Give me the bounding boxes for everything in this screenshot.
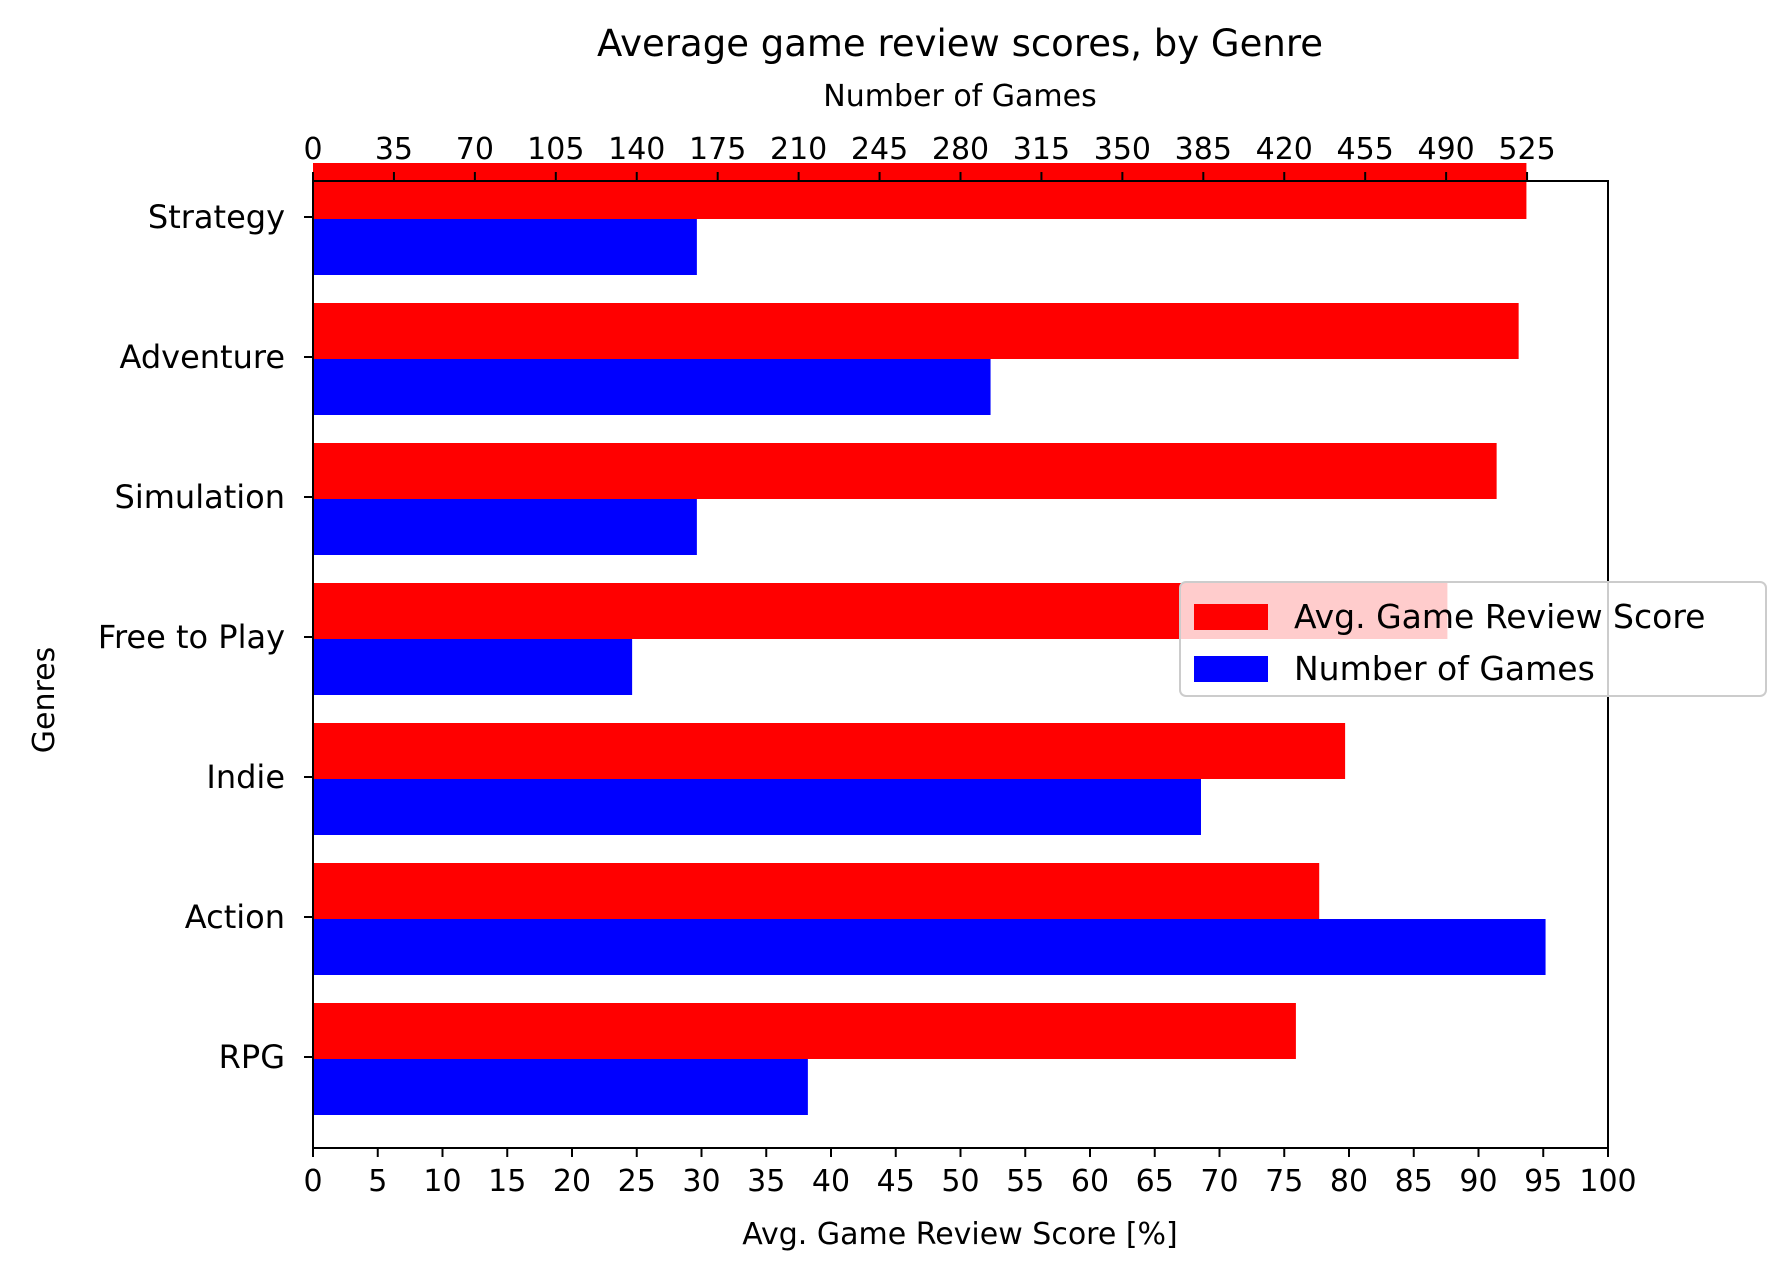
category-label: Free to Play [98,618,285,656]
top-tick-label: 385 [1175,132,1232,167]
ticks-group: Strategy Adventure Simulation Free to Play I… [98,132,1637,1199]
bars-group [313,163,1546,1115]
bottom-tick-label: 10 [423,1164,461,1199]
bottom-tick-label: 20 [553,1164,591,1199]
bottom-tick-label: 55 [1006,1164,1044,1199]
bottom-tick-label: 90 [1459,1164,1497,1199]
bar-count-free-to-play [313,639,633,695]
top-tick-label: 350 [1094,132,1151,167]
top-tick-label: 525 [1498,132,1555,167]
bottom-tick-label: 15 [488,1164,526,1199]
bar-score-adventure [313,303,1519,359]
top-tick-label: 105 [527,132,584,167]
bottom-tick-label: 80 [1330,1164,1368,1199]
bar-count-adventure [313,359,991,415]
chart-title: Average game review scores, by Genre [597,22,1323,65]
bar-score-strategy [313,163,1527,219]
bottom-tick-label: 100 [1579,1164,1636,1199]
legend-label: Number of Games [1294,649,1595,688]
legend-swatch [1194,656,1268,682]
top-tick-label: 175 [689,132,746,167]
bottom-tick-label: 85 [1395,1164,1433,1199]
top-tick-label: 70 [456,132,494,167]
category-label: RPG [219,1038,285,1076]
category-label: Indie [206,758,285,796]
bottom-tick-label: 50 [941,1164,979,1199]
top-tick-label: 140 [608,132,665,167]
bar-count-action [313,919,1546,975]
bottom-tick-label: 70 [1200,1164,1238,1199]
bottom-tick-label: 35 [747,1164,785,1199]
legend-label: Avg. Game Review Score [1294,597,1706,636]
top-tick-label: 280 [932,132,989,167]
legend: Avg. Game Review Score Number of Games [1179,581,1767,697]
bar-score-indie [313,723,1346,779]
bar-count-simulation [313,499,697,555]
top-tick-label: 455 [1337,132,1394,167]
legend-swatch [1194,604,1268,630]
bar-count-strategy [313,219,697,275]
top-tick-label: 210 [770,132,827,167]
bottom-tick-label: 60 [1071,1164,1109,1199]
bottom-tick-label: 30 [682,1164,720,1199]
top-axis-title: Number of Games [823,79,1096,114]
bottom-tick-label: 0 [303,1164,322,1199]
bar-score-rpg [313,1003,1296,1059]
category-label: Strategy [148,198,285,236]
bottom-tick-label: 95 [1524,1164,1562,1199]
bottom-tick-label: 5 [368,1164,387,1199]
bottom-tick-label: 45 [877,1164,915,1199]
bottom-tick-label: 75 [1265,1164,1303,1199]
bottom-tick-label: 25 [618,1164,656,1199]
bottom-tick-label: 40 [812,1164,850,1199]
top-tick-label: 0 [303,132,322,167]
bottom-tick-label: 65 [1136,1164,1174,1199]
category-label: Adventure [119,338,285,376]
y-axis-title: Genres [27,647,62,753]
bottom-axis-title: Avg. Game Review Score [%] [742,1217,1178,1252]
top-tick-label: 315 [1013,132,1070,167]
legend-box [1179,581,1767,697]
top-tick-label: 420 [1256,132,1313,167]
category-label: Action [185,898,285,936]
bar-score-action [313,863,1320,919]
bar-count-indie [313,779,1201,835]
top-tick-label: 490 [1417,132,1474,167]
category-label: Simulation [115,478,285,516]
bar-count-rpg [313,1059,808,1115]
bar-score-simulation [313,443,1497,499]
top-tick-label: 245 [851,132,908,167]
top-tick-label: 35 [375,132,413,167]
